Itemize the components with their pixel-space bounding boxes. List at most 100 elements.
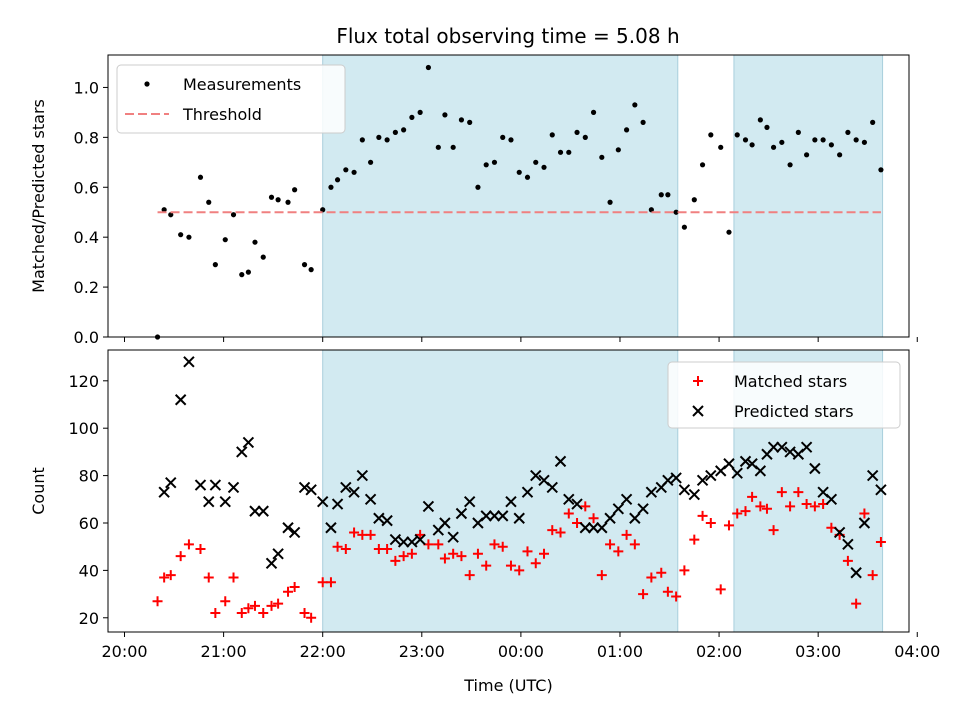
x-tick-label: 22:00 <box>300 642 346 661</box>
data-point <box>488 510 501 522</box>
data-point <box>306 612 317 623</box>
data-point <box>439 553 450 564</box>
data-point <box>450 144 456 150</box>
data-point <box>249 600 260 611</box>
data-point <box>596 522 608 534</box>
x-axis-label: Time (UTC) <box>463 676 552 695</box>
data-point <box>699 162 706 168</box>
y-tick-label: 0.8 <box>74 128 99 147</box>
data-point <box>571 498 583 510</box>
data-point <box>828 142 834 148</box>
data-point <box>381 514 393 527</box>
data-point <box>605 539 616 550</box>
data-point <box>331 498 344 510</box>
data-point <box>673 209 679 215</box>
y-tick-label: 20 <box>79 609 99 628</box>
data-point <box>539 548 550 559</box>
data-point <box>878 167 884 173</box>
data-point <box>228 572 239 583</box>
data-point <box>273 598 284 609</box>
observing-window-1 <box>322 349 679 633</box>
data-point <box>305 484 317 496</box>
y-tick-label: 1.0 <box>74 78 99 97</box>
legend: Matched stars Predicted stars <box>667 361 901 429</box>
data-point <box>853 137 859 143</box>
series-matched-stars <box>152 487 886 623</box>
data-point <box>481 560 492 571</box>
data-point <box>183 539 194 550</box>
data-point <box>533 159 539 165</box>
legend-label: Matched stars <box>734 372 847 391</box>
data-point <box>401 127 407 133</box>
observing-window-1 <box>322 54 679 338</box>
data-point <box>718 144 724 150</box>
data-point <box>705 469 717 482</box>
data-point <box>174 394 187 406</box>
data-point <box>194 479 207 491</box>
data-point <box>165 570 176 581</box>
data-point <box>795 129 801 135</box>
data-point <box>599 154 605 160</box>
data-point <box>195 544 206 555</box>
data-point <box>640 119 646 125</box>
data-point <box>299 608 310 619</box>
x-tick-label: 21:00 <box>201 642 247 661</box>
data-point <box>566 149 572 155</box>
data-point <box>785 501 796 512</box>
legend-marker <box>144 81 150 87</box>
data-point <box>260 254 266 260</box>
data-point <box>325 577 336 588</box>
data-point <box>809 462 821 475</box>
y-tick-label: 40 <box>79 561 99 580</box>
data-point <box>787 162 793 168</box>
y-tick-label: 120 <box>68 372 99 391</box>
data-point <box>776 487 787 498</box>
data-point <box>161 207 167 213</box>
data-point <box>801 499 812 510</box>
legend-label: Predicted stars <box>734 402 854 421</box>
data-point <box>681 224 687 230</box>
data-point <box>359 137 365 143</box>
x-tick-label: 20:00 <box>101 642 147 661</box>
data-point <box>514 565 525 576</box>
data-point <box>464 570 475 581</box>
data-point <box>497 510 509 522</box>
x-tick-label: 23:00 <box>399 642 445 661</box>
data-point <box>308 267 314 273</box>
data-point <box>203 572 214 583</box>
data-point <box>820 137 826 143</box>
data-point <box>489 539 500 550</box>
data-point <box>348 486 360 498</box>
data-point <box>365 529 376 540</box>
data-point <box>268 194 275 200</box>
data-point <box>236 446 248 458</box>
data-point <box>409 114 415 120</box>
data-point <box>175 551 186 562</box>
data-point <box>220 596 231 607</box>
data-point <box>662 586 673 597</box>
data-point <box>516 169 522 175</box>
legend-label: Threshold <box>182 105 262 124</box>
data-point <box>582 134 588 140</box>
data-point <box>406 536 418 548</box>
data-point <box>696 474 709 487</box>
legend-box <box>116 64 346 134</box>
data-point <box>158 486 170 498</box>
data-point <box>590 109 597 115</box>
data-point <box>475 184 481 190</box>
data-point <box>367 159 374 165</box>
data-point <box>800 441 813 453</box>
data-point <box>757 117 763 123</box>
data-point <box>332 541 343 552</box>
axes-frame <box>107 349 910 633</box>
data-point <box>812 137 818 143</box>
y-tick-label: 0.4 <box>74 228 99 247</box>
data-point <box>266 600 277 611</box>
data-point <box>747 491 758 502</box>
data-point <box>328 184 334 190</box>
data-point <box>678 484 691 496</box>
data-point <box>767 441 780 453</box>
data-point <box>825 493 838 506</box>
data-point <box>688 488 701 501</box>
